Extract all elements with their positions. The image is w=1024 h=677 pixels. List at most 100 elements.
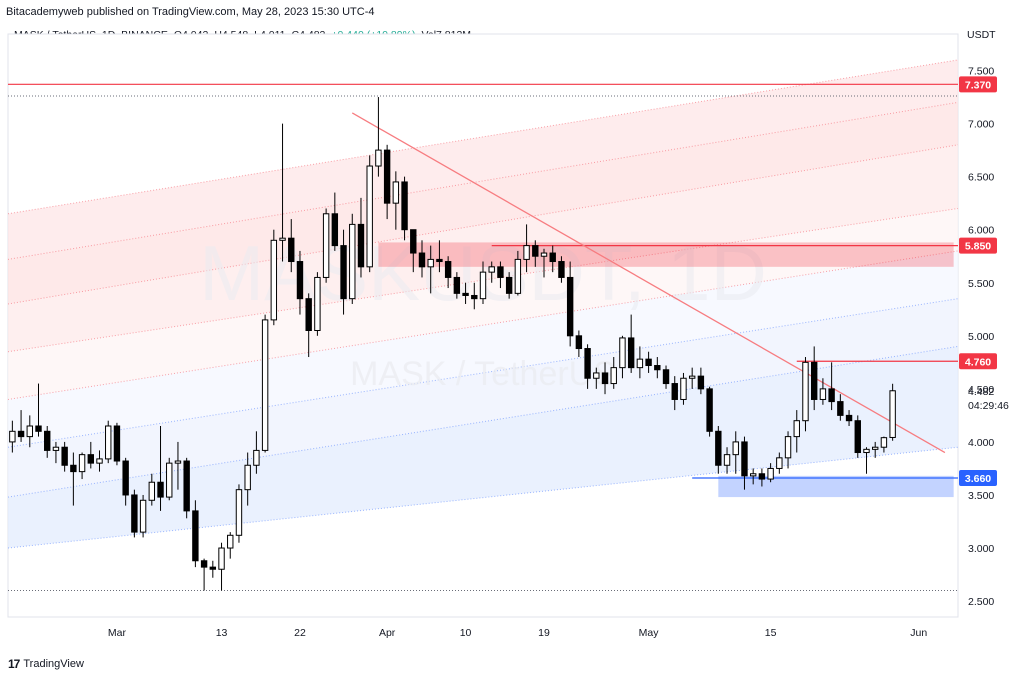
candle: [593, 367, 600, 389]
candle-body: [671, 383, 678, 400]
candle: [706, 386, 713, 437]
candle: [322, 208, 330, 283]
candle: [227, 532, 234, 559]
candle-body: [505, 276, 513, 294]
candle: [61, 441, 68, 472]
candle-body: [122, 460, 129, 496]
resistance-price-label: 7.370: [965, 79, 991, 91]
x-tick-label: Jun: [910, 627, 927, 639]
candle: [340, 229, 347, 315]
candle: [479, 261, 487, 304]
candle: [218, 542, 225, 591]
candle-body: [575, 335, 583, 350]
candle: [837, 394, 844, 421]
candle: [819, 378, 827, 405]
candle-body: [279, 237, 286, 241]
y-tick-label: 3.000: [968, 543, 994, 555]
candle: [436, 240, 443, 273]
candle-body: [627, 337, 635, 369]
candle-body: [392, 181, 400, 204]
candle-body: [357, 223, 365, 268]
y-tick-label: 2.500: [968, 596, 994, 608]
candle: [453, 272, 461, 299]
candle: [427, 245, 434, 294]
candle-body: [61, 446, 68, 466]
candle-body: [174, 460, 182, 464]
tradingview-brand: TradingView: [23, 658, 84, 670]
y-tick-label: 7.000: [968, 119, 994, 131]
candle: [87, 441, 94, 469]
candle: [671, 376, 678, 411]
candle: [723, 447, 731, 474]
resistance-price-label: 4.760: [965, 356, 991, 368]
candle-body: [375, 149, 382, 167]
candle-body: [741, 441, 748, 477]
candle: [540, 248, 548, 278]
support-price-badge: [959, 469, 997, 486]
candle-body: [776, 457, 783, 469]
y-tick-label: 3.500: [968, 490, 994, 502]
candle-body: [96, 458, 103, 464]
candle-body: [436, 258, 443, 263]
candle-body: [749, 473, 757, 477]
candle: [532, 240, 539, 267]
candle: [680, 372, 687, 405]
candle: [488, 261, 495, 283]
candle-body: [87, 454, 94, 464]
tradingview-footer[interactable]: 17 TradingView: [8, 657, 84, 671]
candle: [410, 229, 417, 273]
candle-body: [183, 460, 190, 512]
candle-body: [418, 252, 426, 268]
candle-body: [802, 361, 809, 422]
candle-body: [349, 223, 356, 300]
candle-body: [340, 245, 347, 300]
channel-line: [7, 59, 959, 215]
candle-body: [192, 510, 199, 562]
candle: [776, 452, 783, 474]
candle-body: [566, 276, 574, 337]
candle-body: [854, 420, 861, 454]
candle: [122, 457, 129, 506]
candle-body: [793, 420, 800, 438]
x-tick-label: 15: [765, 627, 777, 639]
channel-band: [8, 102, 958, 304]
candle: [192, 500, 199, 568]
candle: [113, 422, 121, 466]
candle: [584, 344, 591, 389]
candle-body: [706, 388, 713, 432]
candle-body: [35, 425, 42, 432]
x-tick-label: 19: [538, 627, 550, 639]
candle: [270, 229, 278, 326]
candle: [9, 420, 16, 453]
candle: [784, 431, 792, 469]
resistance-price-label: 5.850: [965, 241, 991, 253]
channel-band: [8, 250, 958, 448]
candle: [174, 441, 182, 490]
y-tick-label: 4.000: [968, 437, 994, 449]
candle: [261, 314, 269, 453]
candle: [627, 314, 635, 373]
candle-body: [148, 481, 156, 501]
candle: [863, 447, 870, 474]
channel-line: [7, 345, 959, 498]
candle: [845, 410, 853, 426]
candle-body: [314, 276, 321, 332]
currency-label[interactable]: USDT: [967, 29, 996, 41]
candle: [767, 463, 774, 483]
candle: [70, 452, 77, 506]
candle-body: [26, 425, 33, 438]
candle-body: [828, 388, 835, 403]
candle-body: [497, 266, 504, 278]
x-tick-label: 10: [460, 627, 472, 639]
candle: [401, 176, 408, 241]
candle-body: [558, 261, 565, 278]
candle: [523, 224, 530, 273]
candle: [383, 144, 391, 220]
candle-body: [166, 462, 173, 498]
countdown-label: 04:29:46: [968, 400, 1009, 412]
candle-body: [105, 425, 112, 460]
channel-line: [7, 250, 959, 400]
candle: [610, 357, 617, 389]
candle: [17, 410, 25, 442]
